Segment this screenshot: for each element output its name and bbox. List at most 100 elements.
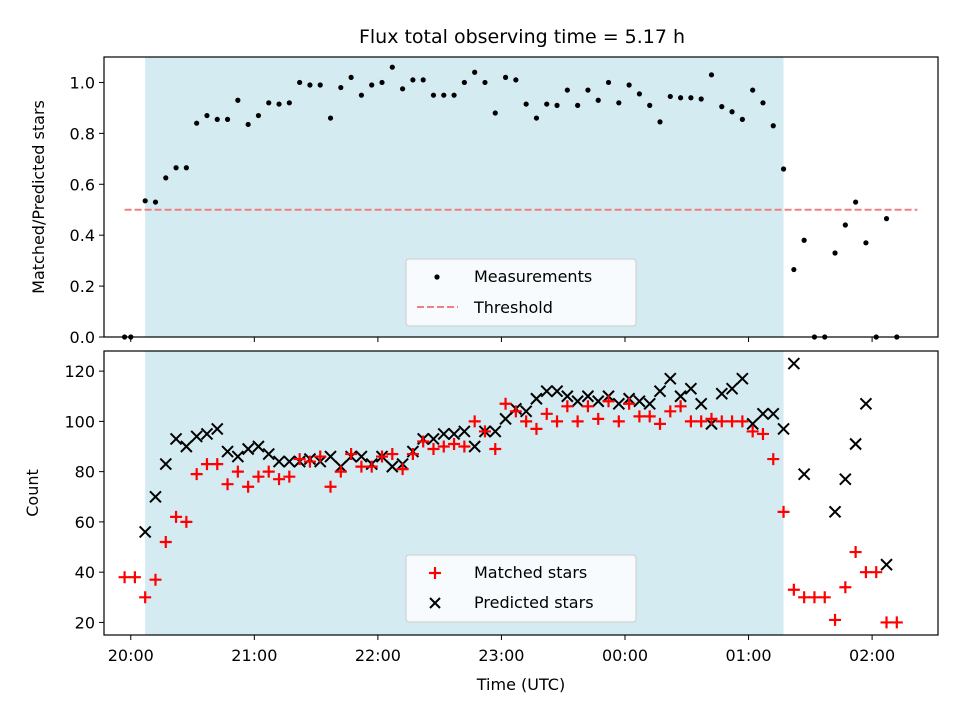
predicted-star-point: [664, 372, 677, 385]
matched-star-point: [571, 415, 584, 428]
measurement-point: [482, 79, 488, 86]
predicted-star-point: [612, 397, 626, 410]
predicted-star-point: [355, 450, 368, 463]
x-tick-label: 02:00: [849, 646, 895, 665]
x-tick-label: 00:00: [602, 646, 648, 665]
measurement-point: [780, 166, 787, 172]
predicted-star-point: [200, 427, 214, 441]
measurement-point: [348, 74, 354, 80]
matched-star-point: [777, 505, 790, 518]
measurement-point: [585, 87, 591, 93]
measurement-point: [266, 100, 272, 106]
matched-star-point: [839, 581, 852, 594]
matched-star-point: [437, 440, 450, 453]
predicted-star-point: [447, 427, 461, 441]
matched-star-point: [870, 566, 883, 579]
top-chart-title: Flux total observing time = 5.17 h: [359, 26, 685, 48]
y-tick-label: 120: [64, 362, 95, 381]
legend-predicted-marker: [429, 597, 441, 609]
measurement-point: [410, 77, 416, 83]
matched-star-point: [303, 455, 316, 468]
measurement-point: [626, 82, 632, 88]
predicted-star-point: [499, 412, 512, 426]
predicted-star-point: [746, 417, 759, 431]
matched-star-point: [829, 613, 842, 626]
matched-star-point: [859, 566, 872, 579]
predicted-star-point: [180, 440, 193, 453]
matched-star-point: [417, 435, 430, 448]
matched-star-point: [273, 473, 286, 486]
matched-star-point: [478, 425, 491, 438]
legend-predicted-label: Predicted stars: [474, 593, 594, 612]
predicted-star-point: [519, 405, 533, 418]
y-tick-label: 0.0: [70, 328, 95, 347]
matched-star-point: [468, 415, 481, 428]
measurement-point: [338, 84, 344, 91]
measurement-point: [369, 82, 375, 88]
measurement-point: [420, 77, 426, 83]
matched-star-point: [520, 415, 533, 428]
predicted-star-point: [828, 505, 842, 519]
measurement-point: [832, 250, 838, 256]
predicted-star-point: [159, 457, 172, 471]
matched-star-point: [149, 573, 162, 586]
measurement-point: [163, 175, 169, 181]
measurement-point: [708, 72, 715, 78]
matched-star-point: [499, 397, 512, 410]
predicted-star-point: [674, 390, 687, 403]
measurement-point: [173, 165, 179, 171]
measurement-point: [307, 82, 313, 88]
y-tick-label: 0.2: [70, 277, 95, 296]
predicted-star-point: [592, 395, 605, 408]
top-y-ticks: 0.0 0.2 0.4 0.6 0.8 1.0: [70, 73, 104, 347]
y-tick-label: 1.0: [70, 73, 95, 92]
matched-star-point: [365, 460, 378, 473]
matched-star-point: [334, 465, 347, 478]
predicted-star-point: [880, 558, 893, 571]
measurement-point: [853, 199, 859, 205]
predicted-star-point: [777, 422, 790, 436]
matched-star-point: [798, 591, 811, 604]
matched-star-point: [242, 480, 255, 493]
matched-star-point: [355, 460, 368, 473]
y-tick-label: 0.4: [70, 226, 95, 245]
matched-star-point: [530, 422, 543, 435]
y-tick-label: 100: [64, 412, 95, 431]
measurement-point: [142, 198, 148, 204]
matched-star-point: [715, 415, 728, 428]
predicted-star-point: [633, 395, 646, 408]
matched-star-point: [427, 443, 440, 456]
predicted-star-point: [427, 432, 440, 446]
legend-measurements-marker: [434, 274, 440, 280]
measurement-point: [863, 240, 869, 246]
predicted-star-point: [653, 385, 667, 398]
matched-star-point: [458, 440, 471, 453]
matched-star-point: [221, 478, 234, 491]
x-tick-label: 22:00: [355, 646, 401, 665]
matched-star-point: [551, 415, 564, 428]
measurement-point: [224, 116, 231, 122]
y-tick-label: 20: [75, 613, 95, 632]
matched-star-point: [190, 468, 203, 481]
predicted-star-point: [221, 445, 234, 458]
predicted-star-point: [767, 407, 780, 421]
measurement-point: [791, 266, 797, 273]
matched-star-point: [705, 412, 718, 425]
matched-star-point: [314, 450, 327, 463]
measurement-point: [750, 87, 756, 93]
measurement-point: [389, 64, 395, 70]
matched-star-point: [818, 591, 831, 604]
matched-star-point: [180, 515, 193, 528]
measurement-point: [605, 79, 612, 86]
measurement-point: [883, 216, 890, 222]
predicted-star-point: [561, 390, 574, 403]
predicted-star-point: [725, 382, 739, 395]
matched-star-point: [128, 571, 141, 584]
matched-star-point: [324, 480, 337, 493]
matched-star-point: [890, 616, 903, 629]
predicted-star-point: [468, 440, 481, 453]
predicted-star-point: [839, 472, 852, 486]
predicted-star-point: [458, 425, 471, 438]
measurement-point: [441, 92, 447, 98]
predicted-star-point: [859, 397, 873, 410]
